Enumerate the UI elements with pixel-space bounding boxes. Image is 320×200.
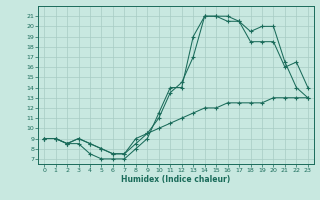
X-axis label: Humidex (Indice chaleur): Humidex (Indice chaleur) bbox=[121, 175, 231, 184]
